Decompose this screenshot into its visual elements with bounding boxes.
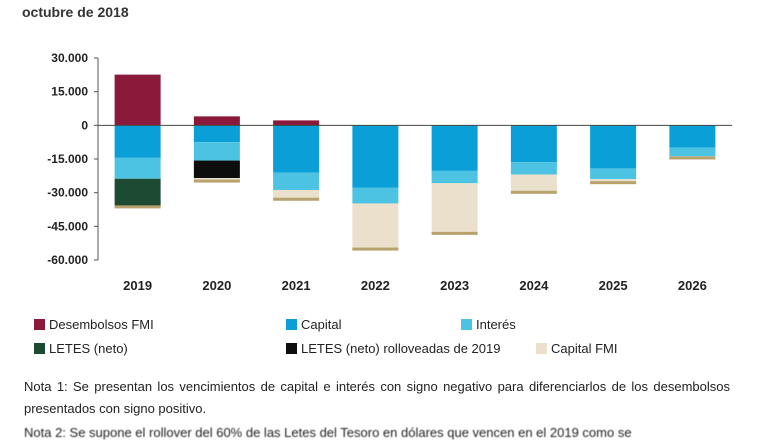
y-tick-label: -15.000 [47, 152, 88, 166]
bar-base-strip-2022 [352, 247, 399, 251]
bar-segment-capital-2025 [590, 125, 637, 169]
bar-segment-inter-s-2020 [193, 142, 240, 161]
y-tick-label: 30.000 [51, 51, 88, 65]
bar-segment-desembolsos-fmi-2020 [193, 116, 240, 126]
bar-segment-capital-2019 [114, 125, 161, 158]
bar-segment-inter-s-2023 [431, 170, 478, 184]
bar-segment-letes-neto-rolloveadas-de-2019-2020 [193, 160, 240, 179]
legend-swatch-desembolsos-fmi [34, 318, 45, 330]
y-tick-label: -45.000 [47, 219, 88, 233]
bar-segment-capital-fmi-2021 [273, 189, 320, 201]
bar-segment-letes-neto--2019 [114, 178, 161, 206]
legend-swatch-capital-fmi [536, 342, 547, 354]
bar-segment-capital-2026 [669, 125, 716, 148]
x-tick-label-2020: 2020 [202, 278, 231, 293]
bar-segment-capital-fmi-2022 [352, 203, 399, 251]
bar-base-strip-2025 [590, 181, 637, 185]
bar-segment-inter-s-2025 [590, 168, 637, 180]
bar-segment-inter-s-2021 [273, 172, 320, 190]
legend-label-capital: Capital [301, 316, 342, 332]
bar-segment-desembolsos-fmi-2019 [114, 74, 161, 126]
bar-segment-capital-2024 [510, 125, 557, 163]
legend-label-interes: Interés [476, 316, 516, 332]
bar-base-strip-2019 [114, 205, 161, 209]
bar-base-strip-2023 [431, 231, 478, 235]
legend-row-1: Desembolsos FMI Capital Interés [34, 312, 734, 336]
bar-segment-capital-2023 [431, 125, 478, 171]
legend-swatch-letes-rolloveadas [286, 342, 297, 354]
legend-item-capital-fmi: Capital FMI [536, 341, 617, 356]
note-1: Nota 1: Se presentan los vencimientos de… [24, 379, 730, 416]
bar-segment-capital-fmi-2023 [431, 183, 478, 235]
bar-segment-inter-s-2024 [510, 162, 557, 175]
note-2: Nota 2: Se supone el rollover del 60% de… [24, 425, 632, 440]
legend-item-letes-neto: LETES (neto) [34, 341, 286, 356]
legend-row-2: LETES (neto) LETES (neto) rolloveadas de… [34, 336, 734, 360]
bar-segment-desembolsos-fmi-2021 [273, 120, 320, 126]
x-tick-label-2026: 2026 [678, 278, 707, 293]
x-tick-label-2019: 2019 [123, 278, 152, 293]
legend-item-interes: Interés [461, 317, 516, 332]
y-tick-label: -60.000 [47, 253, 88, 267]
bar-segment-capital-2022 [352, 125, 399, 188]
bar-base-strip-2026 [669, 156, 716, 160]
legend-swatch-interes [461, 318, 472, 330]
bar-segment-inter-s-2019 [114, 157, 161, 179]
chart-notes: Nota 1: Se presentan los vencimientos de… [24, 376, 730, 444]
x-tick-label-2024: 2024 [519, 278, 549, 293]
x-tick-label-2025: 2025 [599, 278, 628, 293]
x-tick-label-2023: 2023 [440, 278, 469, 293]
legend-item-letes-rolloveadas: LETES (neto) rolloveadas de 2019 [286, 341, 500, 356]
y-tick-label: -30.000 [47, 186, 88, 200]
legend-swatch-capital [286, 318, 297, 330]
bar-base-strip-2020 [193, 179, 240, 183]
bar-base-strip-2024 [510, 190, 557, 194]
x-tick-label-2021: 2021 [282, 278, 311, 293]
bar-segment-capital-2020 [193, 125, 240, 143]
y-tick-label: 15.000 [51, 85, 88, 99]
bar-base-strip-2021 [273, 197, 320, 201]
legend-label-letes-neto: LETES (neto) [49, 340, 128, 356]
stacked-bar-chart: 30.000 15.000 0 -15.000 -30.000 -45.000 -60.00… [47, 51, 732, 293]
x-tick-label-2022: 2022 [361, 278, 390, 293]
legend-label-letes-rolloveadas: LETES (neto) rolloveadas de 2019 [301, 340, 501, 356]
bar-segment-inter-s-2022 [352, 187, 399, 204]
y-tick-label: 0 [81, 118, 88, 132]
bar-segment-capital-fmi-2024 [510, 174, 557, 194]
bar-segment-inter-s-2026 [669, 147, 716, 157]
chart-legend: Desembolsos FMI Capital Interés LETES (n… [34, 312, 734, 360]
legend-label-capital-fmi: Capital FMI [551, 340, 618, 356]
legend-swatch-letes-neto [34, 342, 45, 354]
bar-segment-capital-2021 [273, 125, 320, 173]
legend-item-desembolsos-fmi: Desembolsos FMI [34, 317, 286, 332]
legend-item-capital: Capital [286, 317, 461, 332]
legend-label-desembolsos-fmi: Desembolsos FMI [49, 316, 154, 332]
chart-subtitle: octubre de 2018 [22, 4, 129, 20]
